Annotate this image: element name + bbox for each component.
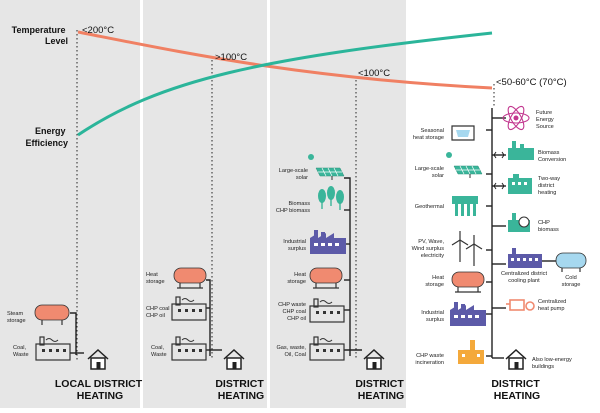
house-icon [505, 349, 527, 370]
gen3-biomass-label: Biomass CHP biomass [276, 201, 310, 214]
chp-biomass-icon [508, 213, 530, 232]
temperature-marker-gen2: >100°C [215, 52, 247, 63]
temperature-axis-label: Temperature Level [12, 25, 68, 46]
temperature-marker-gen3: <100°C [358, 68, 390, 79]
atom-icon [502, 103, 530, 133]
gen4-cooling-plant-label: Centralized district cooling plant [501, 271, 547, 284]
cold-storage-icon [555, 252, 587, 272]
gen4-group: Seasonal heat storage Large-scale solar Ge… [412, 103, 587, 370]
panel-gen3 [270, 0, 406, 408]
gen4-solar-label: Large-scale solar [415, 166, 444, 179]
coal-waste-label: Coal, Waste [13, 345, 29, 358]
gen3-heat-storage-label: Heat storage [287, 272, 306, 285]
gen4-biomass-conv-label: Biomass Conversion [538, 150, 566, 163]
gen3-industrial-label: Industrial surplus [283, 239, 306, 252]
gen1-group: Steam storage Coal, Waste [7, 304, 109, 370]
gen4-two-way-label: Two-way district heating [538, 176, 560, 196]
gen4-industrial-label: Industrial surplus [421, 310, 444, 323]
gen4-cold-storage-label: Cold storage [562, 275, 581, 288]
efficiency-axis-label: Energy Efficiency [25, 126, 68, 148]
wind-turbine-icon [451, 230, 469, 263]
efficiency-curve [77, 31, 493, 137]
gen4-chp-bio-label: CHP biomass [538, 220, 559, 233]
temperature-curve [77, 30, 493, 90]
cooling-plant-icon [508, 248, 542, 268]
panel-gen1 [0, 0, 140, 408]
gen4-heat-storage-label: Heat storage [425, 275, 444, 288]
gen4-seasonal-label: Seasonal heat storage [413, 128, 444, 141]
geothermal-icon [452, 196, 478, 216]
gen2-title: DISTRICT HEATING [215, 378, 266, 402]
steam-storage-label: Steam storage [7, 311, 26, 324]
gen4-title: DISTRICT HEATING [491, 378, 542, 402]
temperature-marker-gen1: <200°C [82, 25, 114, 36]
two-way-heating-icon [508, 174, 532, 194]
incinerator-icon [458, 340, 484, 364]
storage-tank-icon [451, 271, 485, 293]
biomass-plant-icon [508, 141, 534, 160]
gen1-title: LOCAL DISTRICT HEATING [55, 378, 145, 402]
steam-storage-icon [34, 304, 70, 325]
gen2-chp-label: CHP coal CHP oil [146, 306, 170, 319]
gen4-heat-pump-label: Centralized heat pump [538, 299, 566, 312]
solar-panel-icon [445, 151, 483, 179]
gen4-future-label: Future Energy Source [536, 110, 554, 130]
dotted-separators [76, 30, 495, 360]
gen4-geothermal-label: Geothermal [415, 204, 444, 210]
gen4-low-energy-label: Also low-energy buildings [532, 357, 572, 370]
gen2-heat-storage-label: Heat storage [146, 272, 165, 285]
gen4-pv-label: PV, Wave, Wind surplus electricity [412, 239, 445, 259]
gen2-coal-label: Coal, Waste [151, 345, 167, 358]
gen3-solar-label: Large-scale solar [279, 168, 308, 181]
seasonal-storage-icon [451, 125, 475, 141]
gen3-group: Large-scale solar Biomass CHP biomass Indu… [276, 153, 385, 370]
gen3-title: DISTRICT HEATING [355, 378, 406, 402]
generation-panels [0, 0, 406, 408]
temperature-marker-gen4: <50-60°C (70°C) [496, 77, 567, 88]
factory-icon [450, 302, 486, 326]
wind-turbine-icon [465, 234, 483, 267]
gen4-chp-label: CHP waste incineration [415, 353, 444, 366]
gen3-gas-label: Gas, waste, Oil, Coal [276, 345, 306, 358]
gen2-group: Heat storage CHP coal CHP oil Coal, Waste [146, 267, 245, 370]
gen3-chp-label: CHP waste CHP coal CHP oil [278, 302, 306, 322]
heat-pump-icon [506, 299, 535, 311]
